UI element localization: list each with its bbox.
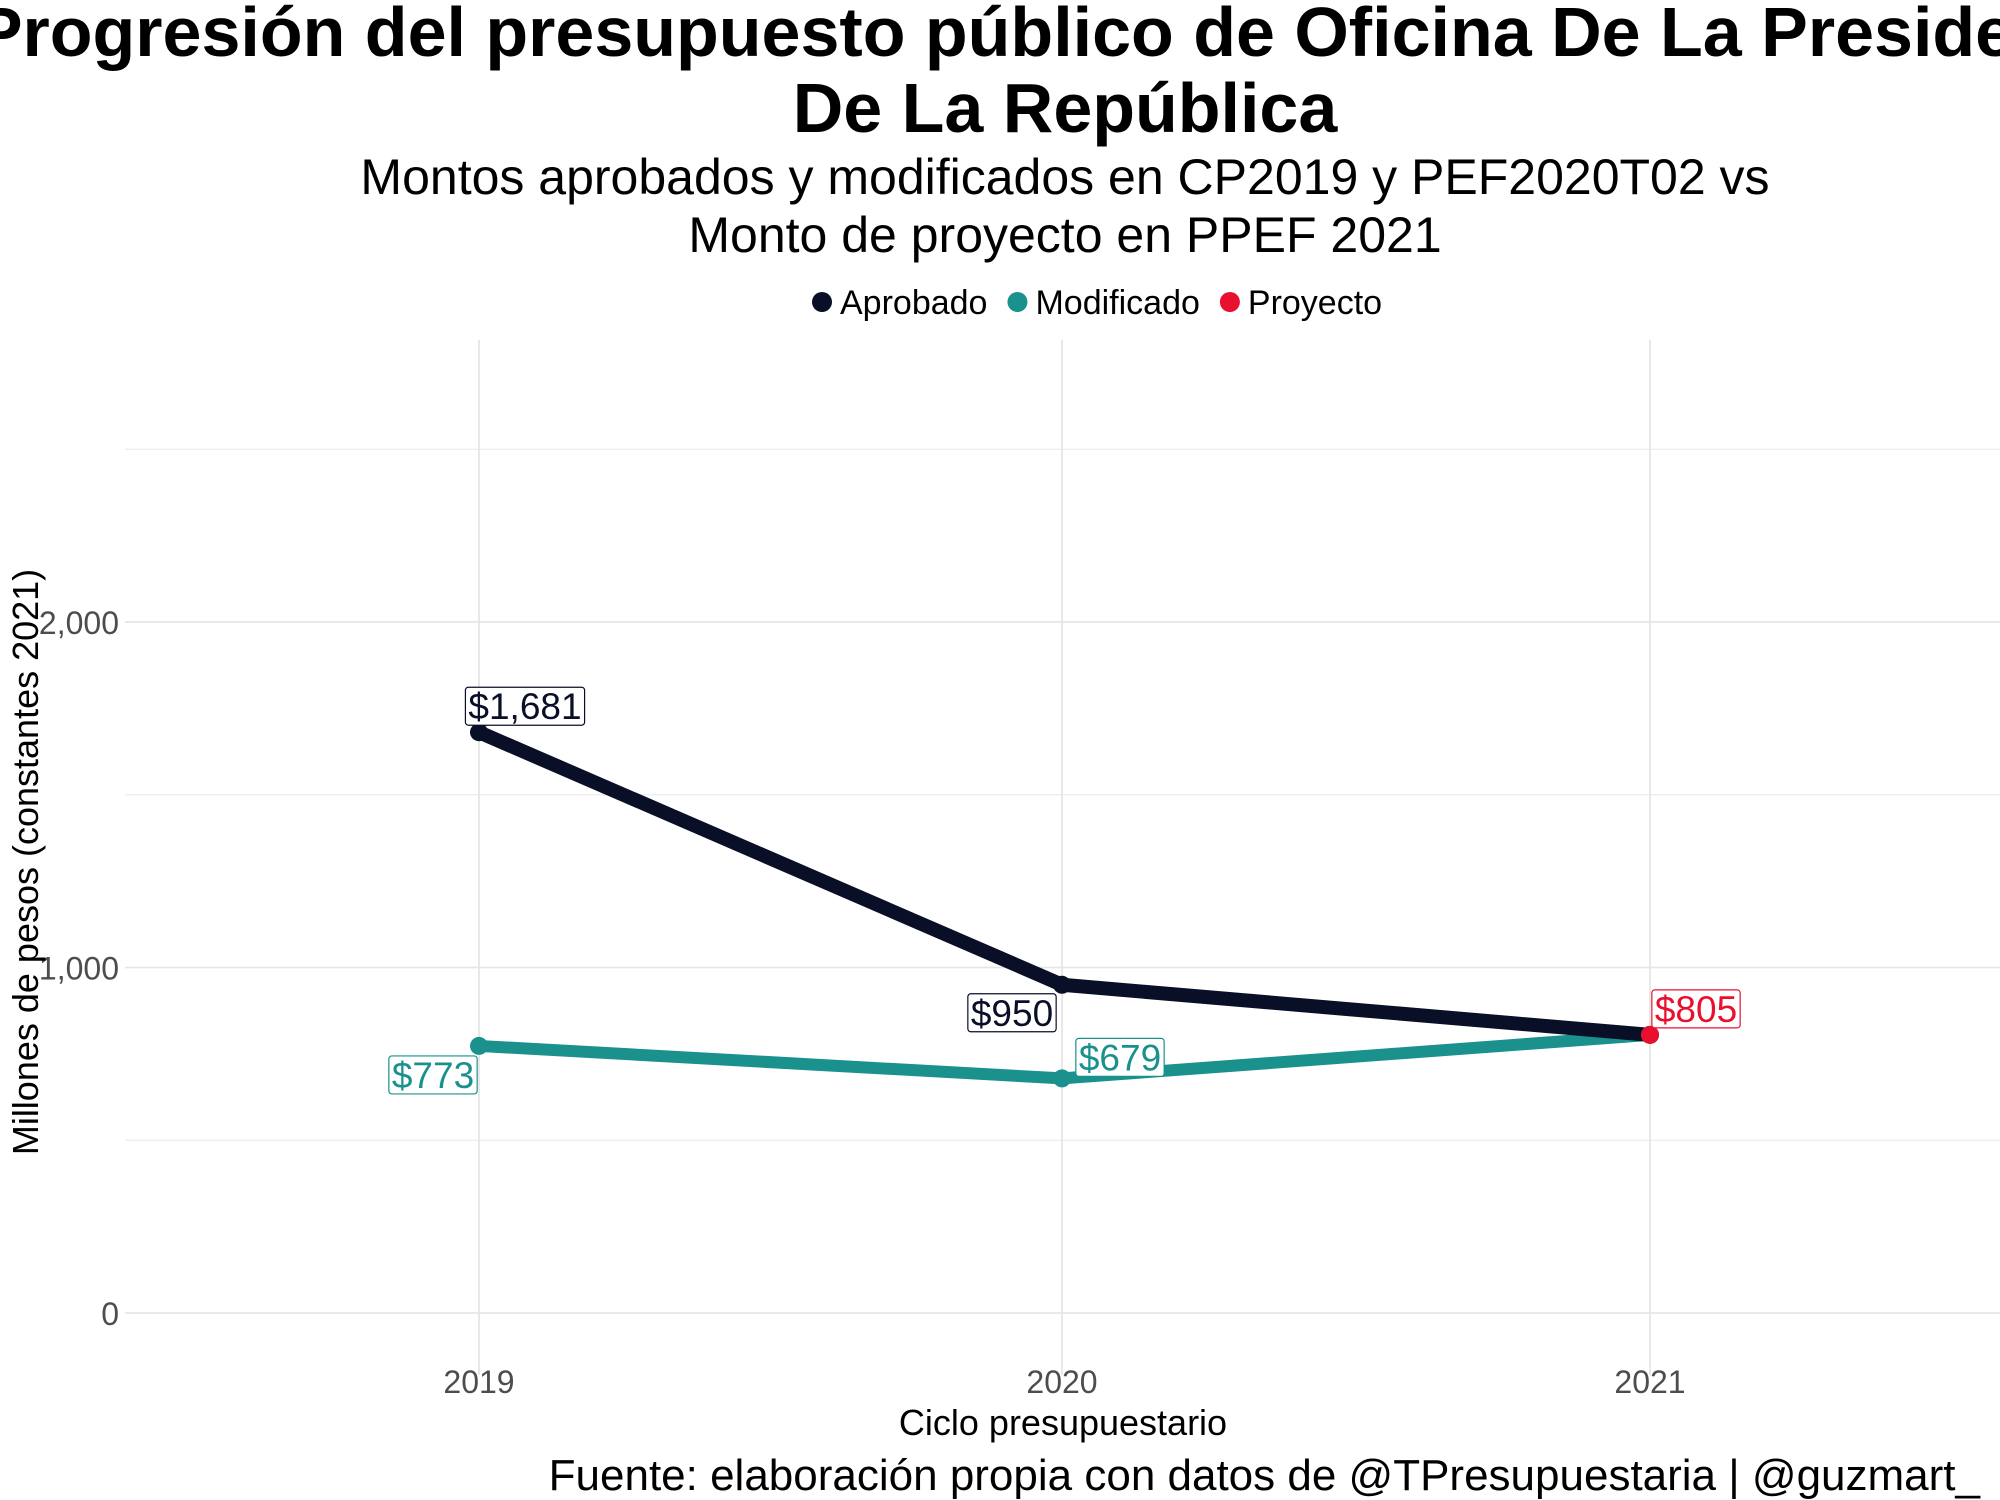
data-point-modificado-2020 <box>1053 1069 1071 1088</box>
data-label-box <box>1075 1037 1165 1078</box>
data-label-text: $1,681 <box>468 686 581 727</box>
data-labels: $1,681 $950 $773 $679 $805 <box>388 686 1741 1096</box>
data-point-aprobado-2020 <box>1053 975 1071 994</box>
legend-label: Modificado <box>1035 284 1199 322</box>
y-tick-label: 1,000 <box>39 951 119 987</box>
legend-label: Proyecto <box>1248 284 1382 322</box>
data-point-aprobado-2019 <box>470 723 488 742</box>
chart-title-line-2: De La República <box>793 69 1339 147</box>
x-axis-title: Ciclo presupuestario <box>899 1402 1227 1443</box>
data-label-modificado-2020: $679 <box>1075 1037 1165 1078</box>
data-label-text: $805 <box>1655 989 1737 1030</box>
data-label-proyecto-2021: $805 <box>1651 989 1741 1030</box>
x-tick-label: 2020 <box>1026 1364 1097 1400</box>
series-points <box>470 723 1659 1088</box>
legend-key-modificado <box>1007 292 1028 312</box>
data-label-text: $679 <box>1079 1037 1161 1078</box>
y-tick-label: 2,000 <box>39 605 119 641</box>
data-label-aprobado-2019: $1,681 <box>464 686 586 727</box>
data-label-box <box>388 1055 478 1095</box>
x-tick-label: 2019 <box>443 1364 514 1400</box>
data-label-aprobado-2020: $950 <box>967 993 1057 1034</box>
legend-item-proyecto: Proyecto <box>1219 284 1382 322</box>
legend-key-aprobado <box>812 292 832 312</box>
chart-caption: Fuente: elaboración propia con datos de … <box>549 1451 1981 1500</box>
legend-key-proyecto <box>1219 292 1240 312</box>
data-point-proyecto-2021 <box>1641 1025 1659 1044</box>
chart-header: Progresión del presupuesto público de Of… <box>0 0 2000 263</box>
y-tick-label: 0 <box>101 1296 119 1332</box>
legend-label: Aprobado <box>840 284 987 322</box>
y-axis-tick-labels: 0 1,000 2,000 <box>39 605 119 1332</box>
data-label-text: $773 <box>392 1055 474 1096</box>
y-axis-title: Millones de pesos (constantes 2021) <box>5 569 46 1155</box>
data-point-modificado-2019 <box>470 1036 488 1055</box>
legend-item-modificado: Modificado <box>1007 284 1200 322</box>
chart-legend: Aprobado Modificado Proyecto <box>812 284 1382 322</box>
chart-subtitle-line-1: Montos aprobados y modificados en CP2019… <box>360 149 1769 205</box>
data-label-box <box>464 686 586 726</box>
legend-item-aprobado: Aprobado <box>812 284 987 322</box>
data-label-box <box>1651 989 1741 1029</box>
data-label-modificado-2019: $773 <box>388 1055 478 1096</box>
chart-subtitle-line-2: Monto de proyecto en PPEF 2021 <box>688 207 1441 263</box>
data-label-box <box>967 993 1057 1033</box>
x-tick-label: 2021 <box>1614 1364 1685 1400</box>
x-axis-tick-labels: 2019 2020 2021 <box>443 1364 1685 1400</box>
data-label-text: $950 <box>971 993 1053 1034</box>
chart-gridlines <box>125 340 2000 1375</box>
chart-title-line-1: Progresión del presupuesto público de Of… <box>0 0 2000 71</box>
